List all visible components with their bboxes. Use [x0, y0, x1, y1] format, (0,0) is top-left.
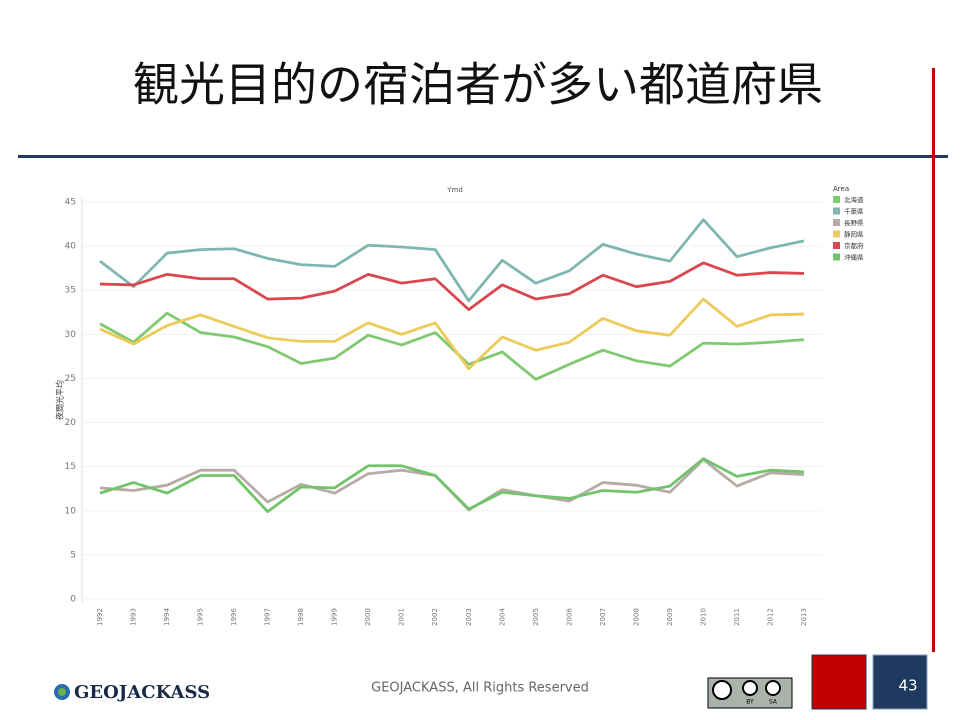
license-label: BY — [746, 699, 754, 706]
legend-swatch — [833, 253, 840, 261]
x-tick-label: 2002 — [431, 608, 439, 626]
license-badge: BY SA — [707, 677, 793, 709]
x-tick-label: 1998 — [297, 608, 305, 626]
x-tick-label: 1999 — [331, 608, 339, 626]
red-box — [811, 654, 867, 710]
accent-line — [932, 68, 935, 652]
y-tick-label: 45 — [65, 198, 76, 208]
x-tick-label: 1993 — [130, 608, 138, 626]
legend-swatch — [833, 196, 840, 203]
y-tick-label: 20 — [65, 418, 77, 428]
x-tick-label: 2007 — [599, 608, 607, 626]
x-tick-label: 2012 — [766, 608, 774, 626]
y-axis-label: 夜間光平均 — [55, 380, 65, 420]
legend-label: 京都府 — [844, 241, 864, 250]
legend-label: 沖縄県 — [844, 253, 864, 262]
y-tick-label: 35 — [65, 286, 76, 296]
x-tick-label: 2005 — [532, 608, 540, 626]
license-label: SA — [769, 699, 778, 706]
series-line — [99, 457, 805, 514]
x-tick-label: 2004 — [498, 608, 506, 626]
x-tick-label: 1996 — [230, 608, 238, 626]
y-tick-label: 30 — [65, 330, 77, 340]
x-tick-label: 2011 — [733, 608, 741, 626]
legend-swatch — [833, 219, 840, 226]
legend-label: 北海道 — [844, 195, 864, 204]
y-tick-label: 25 — [65, 374, 76, 384]
logo: GEOJACKASS — [54, 682, 210, 703]
y-tick-label: 0 — [70, 595, 76, 605]
page-number: 43 — [898, 677, 917, 695]
legend-title: Area — [833, 185, 849, 193]
series-line — [99, 297, 805, 371]
series-line — [99, 218, 805, 303]
series-line — [99, 261, 805, 312]
x-tick-label: 2013 — [800, 608, 808, 626]
x-tick-label: 2006 — [565, 608, 573, 626]
x-tick-label: 2003 — [465, 608, 473, 626]
x-tick-label: 2009 — [666, 608, 674, 626]
x-tick-label: 2001 — [398, 608, 406, 626]
x-tick-label: 2000 — [364, 608, 372, 626]
page-box — [872, 654, 928, 710]
legend-swatch — [833, 230, 840, 238]
footer-text: GEOJACKASS, All Rights Reserved — [371, 681, 589, 696]
legend-swatch — [833, 207, 840, 215]
x-tick-label: 1994 — [163, 608, 171, 626]
x-tick-label: 2008 — [632, 608, 640, 626]
x-tick-label: 1995 — [197, 608, 205, 626]
legend-label: 千葉県 — [844, 207, 864, 216]
series-line — [99, 311, 805, 381]
y-tick-label: 5 — [70, 550, 76, 560]
x-tick-label: 2010 — [699, 608, 707, 626]
slide-title: 観光目的の宿泊者が多い都道府県 — [133, 58, 823, 112]
y-tick-label: 10 — [65, 506, 77, 516]
logo-text: GEOJACKASS — [74, 682, 210, 703]
x-tick-label: 1997 — [264, 608, 272, 626]
legend-label: 静岡県 — [844, 230, 864, 239]
x-tick-label: 1992 — [96, 608, 104, 626]
y-tick-label: 40 — [65, 242, 77, 252]
legend-swatch — [833, 242, 840, 249]
y-tick-label: 15 — [65, 462, 76, 472]
legend-label: 長野県 — [844, 219, 864, 227]
chart-title: Ymd — [446, 186, 463, 194]
title-rule — [18, 155, 948, 158]
